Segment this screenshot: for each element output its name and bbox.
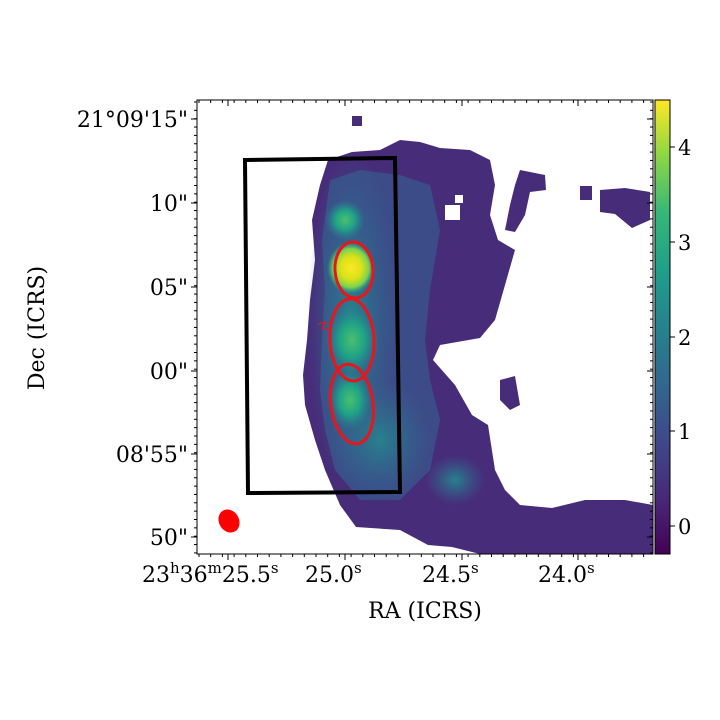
ra-tick-label: 24.0s <box>538 559 595 588</box>
tiny-red-mark <box>317 321 329 331</box>
emission-patch-ne <box>505 170 546 232</box>
region-ellipse-1 <box>333 240 375 300</box>
colorbar: 0 1 2 3 4 <box>654 99 691 555</box>
dec-tick-label: 00" <box>150 360 188 385</box>
ra-tick-label: 24.5s <box>422 559 479 588</box>
emission-patch-se <box>550 505 585 530</box>
colorbar-tick-label: 3 <box>678 231 691 255</box>
dec-tick-label: 05" <box>150 276 188 301</box>
dec-tick-label: 10" <box>150 192 188 217</box>
ra-tick-marks <box>198 100 645 560</box>
region-ellipse-2 <box>328 297 376 383</box>
dec-tick-label: 21°09'15" <box>77 108 188 133</box>
east-glow <box>425 455 485 505</box>
mid-clump-3 <box>328 370 372 430</box>
colorbar-tick-label: 2 <box>678 326 691 350</box>
colorbar-tick-label: 1 <box>678 420 691 444</box>
mid-clump-2 <box>326 305 378 375</box>
emission-patch-mid <box>500 376 520 410</box>
region-ellipse-3 <box>328 362 376 446</box>
ra-tick-labels: 23h36m25.5s 25.0s 24.5s 24.0s <box>142 559 595 588</box>
colorbar-tick-label: 0 <box>678 515 691 539</box>
ra-tick-label: 25.0s <box>305 559 362 588</box>
ra-tick-label: 23h36m25.5s <box>142 559 279 588</box>
colorbar-gradient <box>654 99 671 555</box>
emission-patch-east <box>600 188 650 228</box>
colorbar-tick-marks <box>670 146 675 527</box>
dec-tick-label: 08'55" <box>116 443 188 468</box>
dec-tick-labels: 21°09'15" 10" 05" 00" 08'55" 50" <box>77 108 188 551</box>
mid-clump-top <box>325 200 365 240</box>
region-rectangle <box>242 155 403 496</box>
beam-ellipse <box>218 509 240 533</box>
emission-patch-top <box>352 116 362 126</box>
blank-hole-1 <box>445 205 460 220</box>
dec-tick-marks <box>191 101 653 554</box>
peak-clump <box>327 242 375 294</box>
colorbar-tick-label: 4 <box>678 136 691 160</box>
x-axis-title: RA (ICRS) <box>368 599 482 624</box>
emission-patch-small-1 <box>580 186 592 200</box>
blank-hole-2 <box>455 195 463 203</box>
y-axis-title: Dec (ICRS) <box>25 266 50 390</box>
image-panel <box>197 100 653 554</box>
dec-tick-label: 50" <box>150 526 188 551</box>
